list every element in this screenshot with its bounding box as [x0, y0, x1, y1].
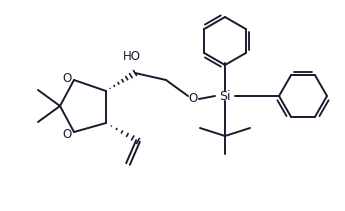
- Text: O: O: [62, 127, 72, 141]
- Text: O: O: [62, 73, 72, 85]
- Text: O: O: [188, 92, 198, 106]
- Text: Si: Si: [219, 89, 231, 103]
- Text: HO: HO: [123, 50, 141, 64]
